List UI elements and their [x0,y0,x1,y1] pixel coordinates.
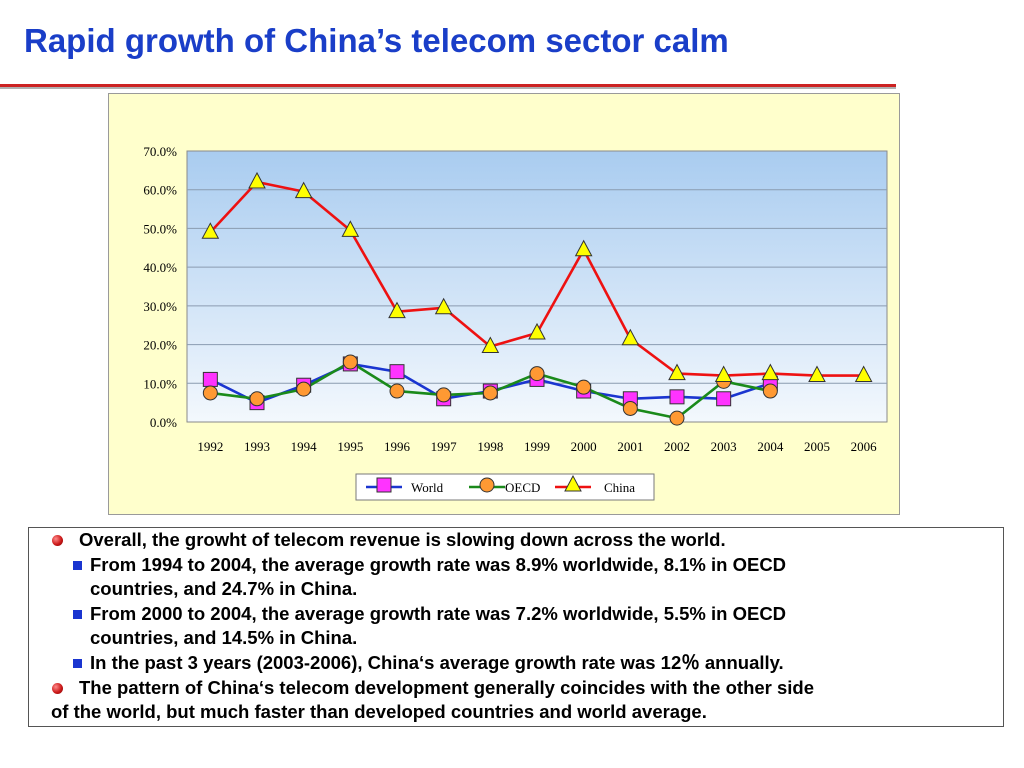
sub-bullet-2000-2004-cont: countries, and 14.5% in China. [90,627,358,648]
x-tick-label: 2003 [711,439,737,454]
x-tick-label: 1995 [337,439,363,454]
growth-line-chart: 70.0%60.0%50.0%40.0%30.0%20.0%10.0%0.0% … [143,144,888,501]
x-tick-label: 1994 [291,439,318,454]
title-divider [0,84,896,87]
y-tick-label: 20.0% [143,338,177,353]
chart-legend: World OECD China [355,473,655,501]
square-bullet-icon [73,610,82,619]
oecd-data-point [296,381,312,397]
oecd-legend-marker [479,477,495,493]
world-data-point [202,371,218,387]
china-data-point [808,365,826,383]
china-data-point [294,181,313,199]
china-data-point [201,222,220,239]
oecd-data-point [622,400,638,416]
oecd-data-point [669,410,685,426]
x-tick-label: 2002 [664,439,690,454]
sub-bullet-past-3-years: In the past 3 years (2003-2006), China‘s… [90,652,784,673]
square-bullet-icon [73,659,82,668]
x-tick-label: 1992 [197,439,223,454]
china-data-point [714,365,733,383]
sub-bullet-1994-2004: From 1994 to 2004, the average growth ra… [90,554,787,575]
world-data-point [669,389,685,405]
oecd-legend-label: OECD [505,480,540,495]
x-tick-label: 1993 [244,439,270,454]
world-legend-marker [376,477,392,493]
china-data-point [248,171,266,189]
china-data-point [434,297,453,315]
oecd-data-point [342,354,358,370]
oecd-data-point [436,387,452,403]
sub-bullet-1994-2004-cont: countries, and 24.7% in China. [90,578,358,599]
bullet-overall: Overall, the growht of telecom revenue i… [79,529,726,550]
china-data-point [621,328,640,346]
china-legend-marker [564,474,582,492]
china-data-point [528,322,546,340]
oecd-data-point [389,383,405,399]
sub-bullet-2000-2004: From 2000 to 2004, the average growth ra… [90,603,787,624]
y-tick-label: 70.0% [143,144,177,159]
x-tick-label: 2000 [571,439,597,454]
china-data-point [388,301,406,319]
y-tick-label: 60.0% [143,183,177,198]
oecd-data-point [202,385,218,401]
china-data-point [668,363,686,381]
oecd-data-point [482,385,498,401]
x-tick-label: 2001 [617,439,643,454]
bullet-pattern-cont: of the world, but much faster than devel… [51,701,707,722]
oecd-data-point [249,391,265,407]
world-legend-label: World [411,480,444,495]
x-tick-label: 2006 [851,439,878,454]
y-tick-label: 40.0% [143,260,177,275]
y-tick-label: 30.0% [143,299,177,314]
chart-container: 70.0% 60.0% 50.0% 40.0% 30.0% 20.0% 10.0% 0.0% … [108,93,900,515]
x-tick-label: 1998 [477,439,503,454]
red-bullet-icon [52,535,63,546]
x-tick-label: 2005 [804,439,830,454]
red-bullet-icon [52,683,63,694]
y-tick-label: 0.0% [150,415,177,430]
bullet-pattern: The pattern of China‘s telecom developme… [79,677,815,698]
y-tick-label: 50.0% [143,221,177,236]
china-data-point [481,336,500,354]
x-tick-label: 1999 [524,439,550,454]
china-data-point [854,365,873,383]
oecd-data-point [529,366,545,382]
world-data-point [716,391,732,407]
summary-text-box: Overall, the growht of telecom revenue i… [28,527,1004,727]
china-legend-label: China [604,480,635,495]
slide-title: Rapid growth of China’s telecom sector c… [24,22,729,59]
x-tick-label: 1997 [431,439,458,454]
x-tick-label: 2004 [757,439,784,454]
oecd-data-point [576,379,592,395]
y-tick-label: 10.0% [143,376,177,391]
china-data-point [574,239,593,257]
world-data-point [389,364,405,380]
x-tick-label: 1996 [384,439,411,454]
oecd-data-point [762,383,778,399]
china-data-point [761,363,780,381]
china-data-point [341,220,360,237]
square-bullet-icon [73,561,82,570]
